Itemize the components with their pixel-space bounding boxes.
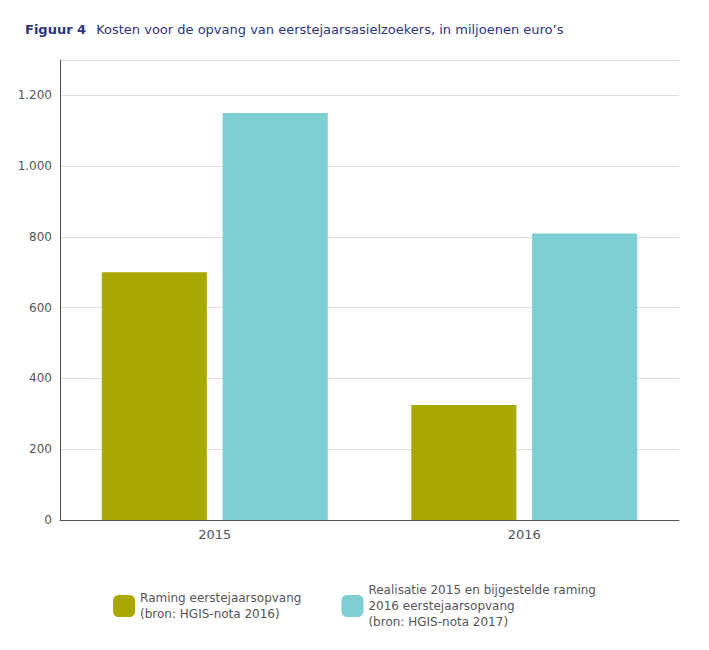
svg-text:2016: 2016 (508, 527, 541, 542)
svg-text:1.000: 1.000 (18, 159, 52, 173)
svg-text:2016 eerstejaarsopvang: 2016 eerstejaarsopvang (368, 599, 514, 613)
svg-text:Realisatie 2015 en bijgestelde: Realisatie 2015 en bijgestelde raming (368, 583, 596, 597)
svg-text:2015: 2015 (198, 527, 231, 542)
svg-text:Figuur 4: Figuur 4 (25, 22, 86, 37)
svg-text:Raming eerstejaarsopvang: Raming eerstejaarsopvang (140, 591, 301, 605)
svg-text:1.200: 1.200 (18, 88, 52, 102)
svg-text:400: 400 (29, 371, 52, 385)
svg-text:0: 0 (44, 513, 52, 527)
svg-text:600: 600 (29, 301, 52, 315)
svg-text:200: 200 (29, 442, 52, 456)
svg-text:(bron: HGIS-nota 2017): (bron: HGIS-nota 2017) (368, 615, 508, 629)
svg-text:Kosten voor de opvang van eers: Kosten voor de opvang van eerstejaarsasi… (96, 22, 564, 37)
svg-text:(bron: HGIS-nota 2016): (bron: HGIS-nota 2016) (140, 607, 280, 621)
svg-text:800: 800 (29, 230, 52, 244)
